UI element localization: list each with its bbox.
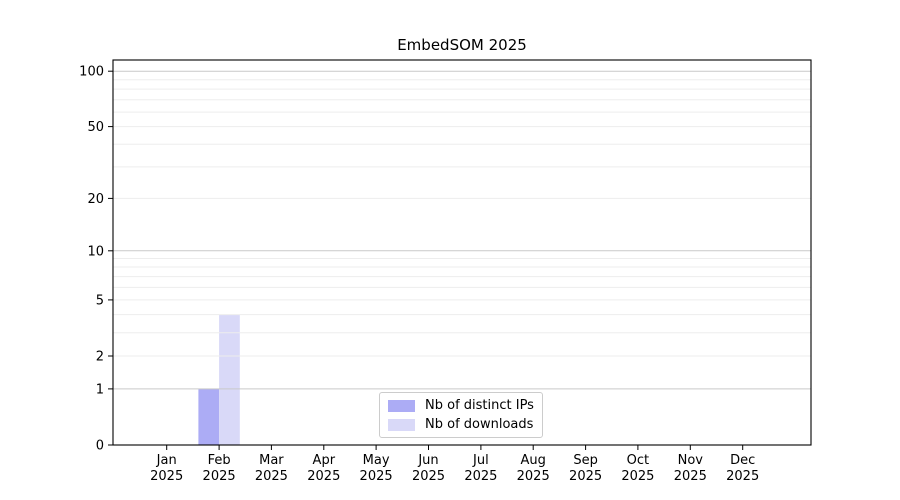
x-tick-label-year: 2025 xyxy=(464,469,497,484)
legend-label-downloads: Nb of downloads xyxy=(425,417,534,432)
x-tick-label-month: Feb xyxy=(208,453,231,468)
y-tick-label: 2 xyxy=(96,350,104,365)
y-tick-label: 20 xyxy=(87,192,104,207)
x-tick-label-year: 2025 xyxy=(674,469,707,484)
y-tick-label: 10 xyxy=(87,244,104,259)
x-tick-label-year: 2025 xyxy=(517,469,550,484)
x-tick-label-month: Apr xyxy=(313,453,336,468)
chart-title: EmbedSOM 2025 xyxy=(397,36,527,54)
x-tick-label-month: Nov xyxy=(678,453,704,468)
legend-item-downloads: Nb of downloads xyxy=(388,417,542,432)
x-tick-label-year: 2025 xyxy=(412,469,445,484)
bar-nb-of-distinct-ips-feb xyxy=(198,388,220,445)
y-tick-label: 5 xyxy=(96,293,104,308)
legend: Nb of distinct IPs Nb of downloads xyxy=(379,392,543,438)
y-tick-label: 0 xyxy=(96,439,104,454)
x-tick-label-month: Jan xyxy=(156,453,177,468)
y-tick-label: 50 xyxy=(87,120,104,135)
x-tick-label-year: 2025 xyxy=(255,469,288,484)
y-tick-label: 1 xyxy=(96,382,104,397)
legend-swatch-distinct-ips xyxy=(388,399,415,412)
x-tick-label-month: May xyxy=(363,453,390,468)
x-tick-label-month: Mar xyxy=(259,453,284,468)
x-tick-label-month: Aug xyxy=(521,453,546,468)
legend-swatch-downloads xyxy=(388,418,415,431)
x-tick-label-year: 2025 xyxy=(203,469,236,484)
x-tick-label-year: 2025 xyxy=(150,469,183,484)
legend-label-distinct-ips: Nb of distinct IPs xyxy=(425,398,534,413)
x-tick-label-month: Dec xyxy=(730,453,755,468)
axes-spines xyxy=(112,59,812,446)
bar-nb-of-downloads-feb xyxy=(219,314,240,445)
x-tick-label-month: Sep xyxy=(573,453,598,468)
x-tick-label-month: Jul xyxy=(472,453,489,468)
y-tick-label: 100 xyxy=(79,65,104,80)
x-tick-label-year: 2025 xyxy=(307,469,340,484)
x-tick-label-year: 2025 xyxy=(621,469,654,484)
x-tick-label-month: Oct xyxy=(627,453,649,468)
x-tick-label-month: Jun xyxy=(417,453,438,468)
x-tick-label-year: 2025 xyxy=(569,469,602,484)
x-tick-label-year: 2025 xyxy=(726,469,759,484)
legend-item-distinct-ips: Nb of distinct IPs xyxy=(388,398,542,413)
x-tick-label-year: 2025 xyxy=(360,469,393,484)
